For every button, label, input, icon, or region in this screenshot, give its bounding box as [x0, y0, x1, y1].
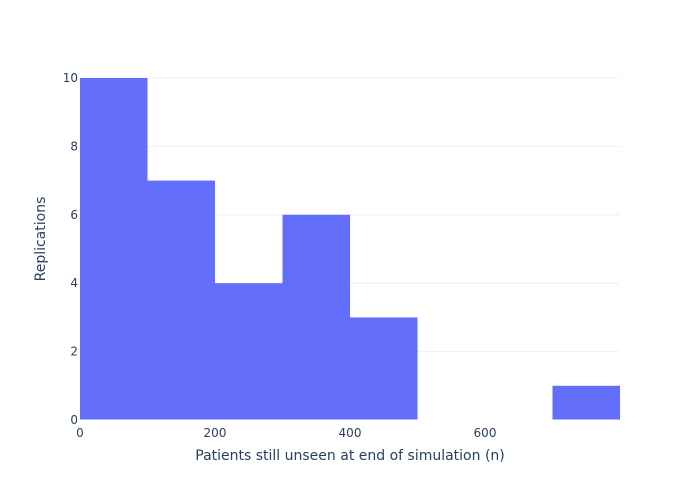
y-tick-labels: 0 2 4 6 8 10: [63, 71, 78, 427]
x-tick-label: 200: [204, 426, 227, 440]
y-tick-label: 8: [70, 139, 78, 153]
y-axis-title: Replications: [33, 197, 49, 282]
bar-bin-300-400[interactable]: [282, 214, 351, 420]
x-tick-label: 0: [76, 426, 84, 440]
y-tick-label: 2: [70, 345, 78, 359]
bar-bin-700-800[interactable]: [552, 385, 621, 420]
bars: [80, 78, 621, 421]
bar-bin-0-100[interactable]: [80, 78, 148, 420]
y-tick-label: 0: [70, 413, 78, 427]
y-tick-label: 6: [70, 208, 78, 222]
x-tick-label: 600: [474, 426, 497, 440]
x-tick-labels: 0 200 400 600: [76, 426, 496, 440]
y-tick-label: 4: [70, 276, 78, 290]
bar-bin-400-500[interactable]: [350, 317, 418, 420]
bar-bin-100-200[interactable]: [147, 180, 216, 420]
y-tick-label: 10: [63, 71, 78, 85]
bar-bin-200-300[interactable]: [215, 283, 283, 420]
x-tick-label: 400: [339, 426, 362, 440]
x-axis-title: Patients still unseen at end of simulati…: [195, 448, 505, 464]
